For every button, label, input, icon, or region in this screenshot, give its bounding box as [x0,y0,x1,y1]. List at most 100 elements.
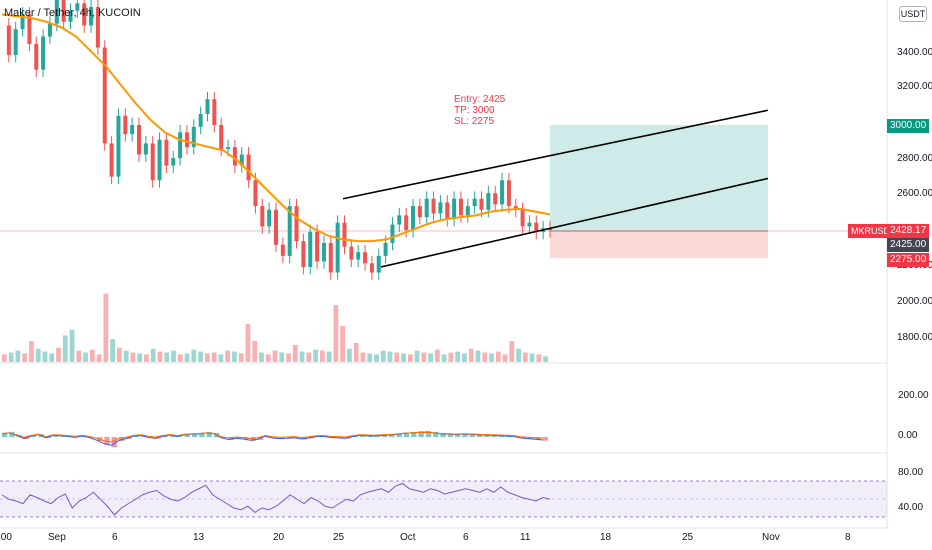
macd-bar [31,435,37,437]
candle-body [431,198,436,214]
volume-bar [137,353,143,362]
macd-bar [535,437,541,440]
volume-bar [130,352,136,362]
volume-bar [441,354,447,362]
channel-upper-line[interactable] [342,109,769,200]
macd-bar [177,436,183,437]
macd-bar [9,431,15,437]
volume-bar [387,351,393,362]
volume-bar [198,351,203,362]
macd-bar [184,434,190,437]
volume-bar [184,353,190,362]
sl-annotation[interactable]: SL: 2275 [454,116,495,127]
macd-bar [381,434,388,437]
candle-body [6,25,11,55]
candle-body [102,47,107,144]
volume-bar [286,353,291,362]
take-profit-zone[interactable] [550,125,768,231]
volume-bar [191,349,197,362]
candle-body [116,115,121,177]
volume-bar [509,341,515,362]
volume-bar [468,348,474,362]
candle-body [184,132,189,148]
volume-bar [428,353,433,362]
candle-body [89,7,94,26]
candle-body [178,132,183,159]
candle-body [212,99,217,125]
ticker-tag: MKRUSDT [848,224,899,238]
candle-body [301,241,306,267]
macd-bar [111,437,117,448]
channel-lower-line[interactable] [380,177,769,268]
tp-annotation[interactable]: TP: 3000 [454,105,495,116]
volume-bar [279,352,285,362]
macd-axis-label: 200.00 [898,390,929,401]
volume-bar [319,350,325,362]
candle-body [534,222,539,232]
volume-bar [232,351,237,362]
volume-bar [171,350,176,362]
candlestick-series [6,0,552,280]
macd-bar [469,433,475,437]
candle-body [226,147,231,149]
candle-body [109,143,114,177]
volume-bar [482,352,488,362]
candle-body [274,209,278,245]
volume-bar [360,352,366,362]
currency-button[interactable]: USDT [899,6,927,22]
entry-annotation[interactable]: Entry: 2425 [454,94,506,105]
parallel-channel[interactable] [342,109,769,268]
volume-bar [110,339,116,362]
macd-bar [352,436,359,437]
time-axis-label: Oct [400,532,416,543]
volume-bar [353,343,359,362]
volume-bar [299,351,305,362]
price-axis-label: 3400.00 [897,47,932,58]
candle-body [390,224,395,243]
volume-bar [529,353,535,362]
volume-bar [407,354,413,362]
macd-bar [199,432,205,437]
volume-bar [150,348,156,362]
price-axis-label: 2000.00 [897,296,932,307]
candle-body [479,198,484,210]
macd-axis-label: 0.00 [898,430,918,441]
long-position-tool[interactable] [550,125,768,258]
volume-bar [522,352,528,362]
volume-bar [333,305,339,362]
candle-body [383,242,388,256]
candle-body [397,215,402,225]
sl-price-tag: 2275.00 [887,253,930,267]
stop-loss-zone[interactable] [550,231,768,258]
time-axis-label: 18 [600,532,612,543]
volume-bar [96,354,102,362]
price-pane-grid [0,0,888,529]
candle-body [75,3,80,11]
volume-bar [306,352,312,362]
macd-bar [162,436,169,437]
candle-body [13,29,18,55]
volume-bar [2,354,7,362]
volume-bar [475,350,481,362]
candle-body [137,125,141,155]
candle-body [34,43,39,70]
macd-bar [440,432,446,437]
candle-body [315,231,320,262]
candle-body [164,139,169,166]
volume-bar [462,353,467,362]
price-axis-label: 2800.00 [897,153,932,164]
volume-bar [434,349,440,362]
entry-price-tag: 2425.00 [887,238,930,252]
volume-bar [326,351,332,362]
symbol-title[interactable]: Maker / Tether, 4h, KUCOIN [4,7,141,19]
candle-body [82,3,87,26]
volume-bar [272,350,278,362]
volume-bar [56,347,61,362]
candle-body [328,242,333,273]
candle-body [47,23,52,37]
time-axis-label: 6 [112,532,118,543]
volume-bar [347,348,352,362]
time-axis-label: 25 [682,532,694,543]
macd-bar [484,434,490,437]
